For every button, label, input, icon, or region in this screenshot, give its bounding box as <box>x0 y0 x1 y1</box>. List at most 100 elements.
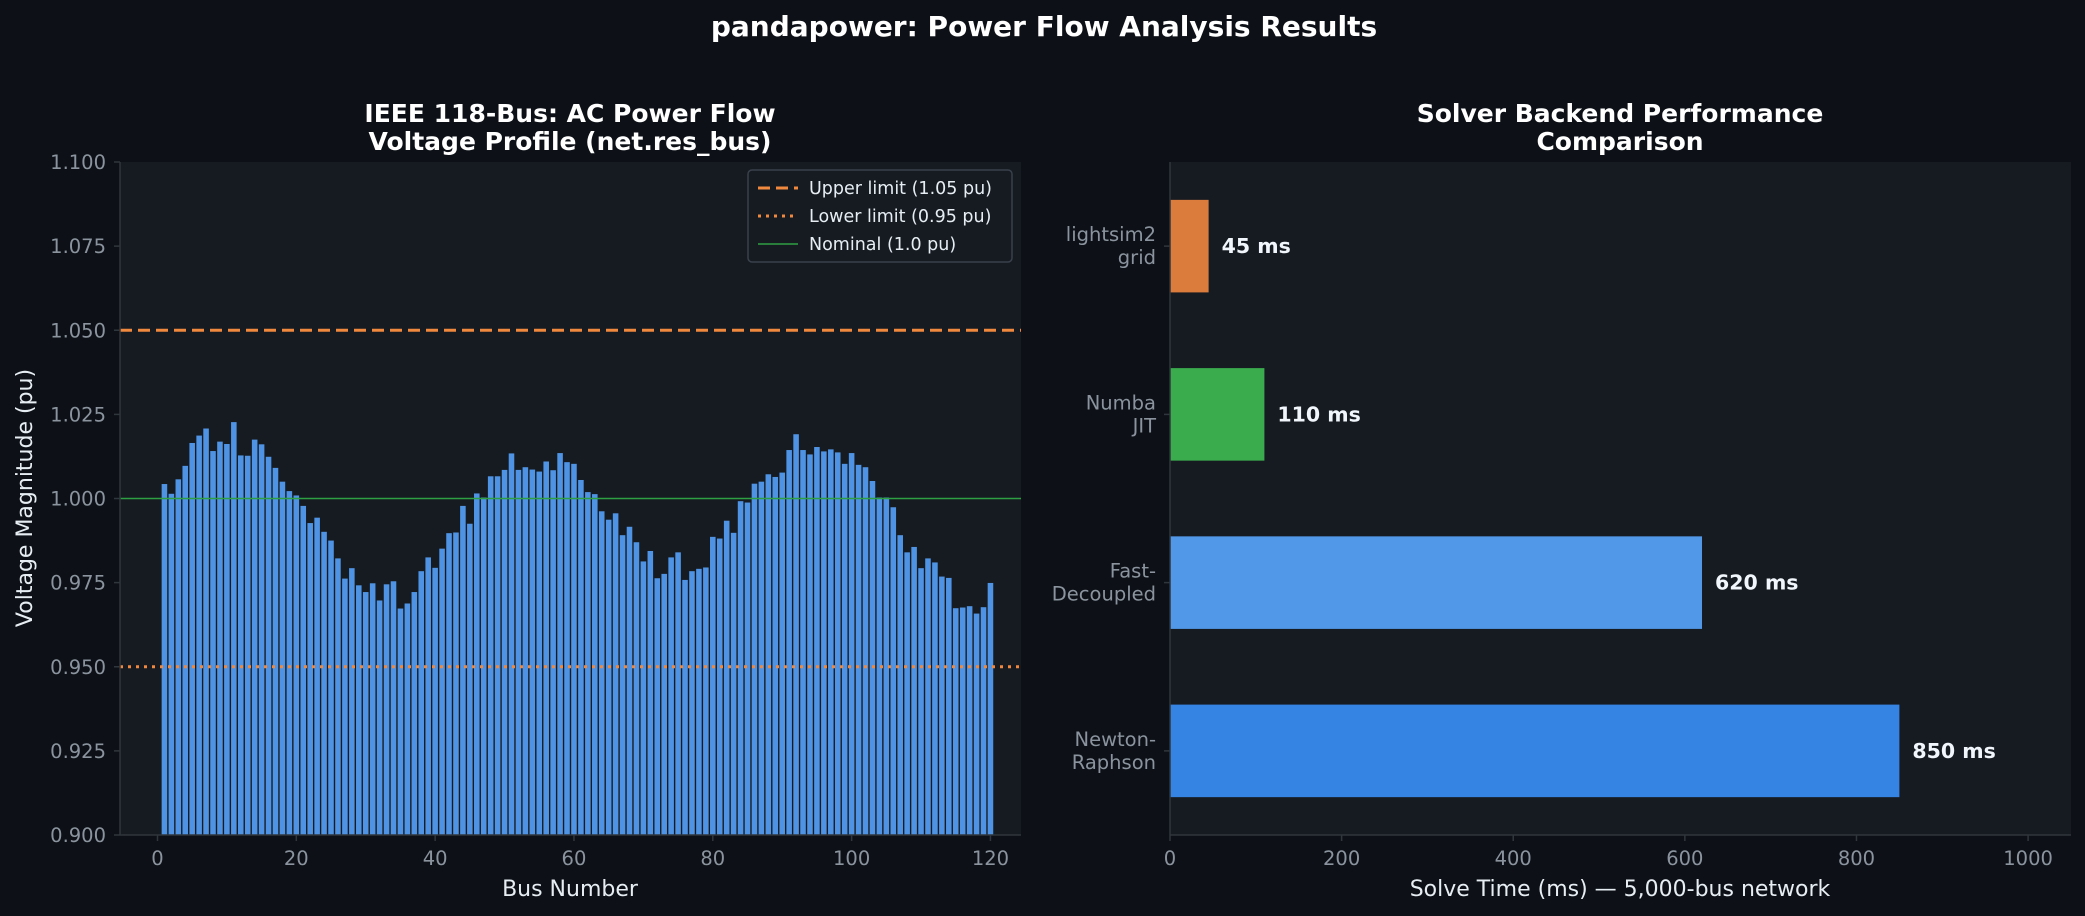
voltage-bar <box>487 476 494 835</box>
voltage-bar <box>474 493 480 835</box>
voltage-bar <box>536 471 543 835</box>
voltage-bar <box>217 441 223 835</box>
voltage-bar <box>598 511 605 835</box>
voltage-x-tick-label: 0 <box>151 847 163 870</box>
voltage-bar <box>543 461 549 835</box>
voltage-axes: 0.900 0.925 0.950 0.975 1.000 1.025 1.050 1.075… <box>50 151 1021 870</box>
voltage-bar <box>862 467 869 835</box>
legend-nominal-label: Nominal (1.0 pu) <box>809 235 956 255</box>
voltage-bar <box>987 582 994 835</box>
voltage-y-tick-label: 1.025 <box>50 403 106 426</box>
solver-x-tick-label: 1000 <box>2003 847 2053 870</box>
voltage-bar <box>258 444 265 835</box>
voltage-x-tick-label: 120 <box>972 847 1009 870</box>
voltage-y-tick-label: 0.975 <box>50 572 106 595</box>
voltage-y-tick-label: 1.075 <box>50 235 106 258</box>
voltage-bar <box>855 464 862 835</box>
voltage-bar <box>321 531 327 835</box>
voltage-bar <box>952 608 959 835</box>
voltage-y-tick-label: 1.100 <box>50 151 106 174</box>
voltage-bar <box>841 463 848 835</box>
voltage-y-tick-label: 0.950 <box>50 656 106 679</box>
voltage-bar <box>161 484 168 835</box>
solver-bars: 850 ms 620 ms 110 ms 45 ms <box>1170 199 1996 798</box>
voltage-bar <box>397 608 404 835</box>
voltage-bar <box>244 455 251 835</box>
voltage-x-tick-label: 60 <box>562 847 587 870</box>
voltage-bar <box>439 548 445 835</box>
voltage-bar <box>550 470 556 835</box>
voltage-bar <box>897 535 903 835</box>
voltage-bar <box>758 481 765 835</box>
voltage-bar <box>515 469 522 835</box>
voltage-bar <box>231 422 237 835</box>
voltage-bar <box>946 577 952 835</box>
solver-category-label: Newton- <box>1074 728 1156 751</box>
solver-x-tick-label: 0 <box>1164 847 1176 870</box>
voltage-x-tick-label: 20 <box>284 847 309 870</box>
voltage-bar <box>605 519 612 835</box>
voltage-bar <box>446 533 452 835</box>
solver-category-label: grid <box>1118 246 1156 269</box>
voltage-bar <box>980 607 987 835</box>
voltage-bar <box>564 462 570 835</box>
voltage-bar <box>508 453 515 835</box>
voltage-bar <box>182 465 189 835</box>
voltage-bar <box>807 454 813 835</box>
solver-bar <box>1170 368 1265 461</box>
voltage-bar <box>730 532 737 835</box>
voltage-bar <box>460 505 466 835</box>
voltage-bar <box>453 532 459 835</box>
voltage-bar <box>654 578 661 835</box>
voltage-bar <box>501 469 508 835</box>
voltage-bar <box>592 494 598 835</box>
solver-performance-chart: Solver Backend Performance Comparison 85… <box>1052 99 2071 902</box>
voltage-bar <box>342 578 348 835</box>
voltage-bar <box>675 552 681 835</box>
voltage-bar <box>612 513 619 835</box>
voltage-bar <box>522 467 529 835</box>
voltage-bar <box>619 535 626 835</box>
solver-x-tick-label: 600 <box>1666 847 1703 870</box>
voltage-bar <box>786 450 792 835</box>
figure-title: pandapower: Power Flow Analysis Results <box>711 10 1377 43</box>
voltage-bar <box>932 562 938 835</box>
voltage-bar <box>869 481 876 835</box>
voltage-bar <box>210 451 216 835</box>
voltage-bar <box>168 493 175 835</box>
voltage-bar <box>369 583 376 835</box>
voltage-bar <box>883 497 890 835</box>
voltage-bar <box>772 476 779 835</box>
voltage-bar <box>411 592 418 835</box>
voltage-bar <box>390 581 397 835</box>
voltage-bar <box>821 451 827 835</box>
voltage-bar <box>432 567 438 835</box>
voltage-bar <box>467 523 473 835</box>
voltage-bar <box>737 501 744 835</box>
voltage-bar <box>834 452 841 835</box>
voltage-bar <box>640 561 647 835</box>
voltage-bar <box>376 600 383 835</box>
voltage-bar <box>661 573 667 835</box>
voltage-bars <box>161 422 994 835</box>
voltage-bar <box>328 540 334 835</box>
voltage-x-tick-label: 100 <box>833 847 870 870</box>
voltage-bar <box>633 542 640 835</box>
voltage-bar <box>876 497 883 835</box>
voltage-bar <box>494 476 501 835</box>
voltage-bar <box>571 463 577 835</box>
voltage-bar <box>529 469 536 835</box>
solver-category-label: Decoupled <box>1052 583 1156 606</box>
voltage-bar <box>647 550 654 835</box>
voltage-bar <box>751 483 758 835</box>
voltage-bar <box>307 523 313 835</box>
voltage-bar <box>918 568 924 835</box>
voltage-bar <box>251 439 258 835</box>
legend-lower-label: Lower limit (0.95 pu) <box>809 207 991 227</box>
solver-x-axis-label: Solve Time (ms) — 5,000-bus network <box>1410 877 1831 902</box>
voltage-bar <box>959 607 966 835</box>
voltage-bar <box>293 495 300 835</box>
solver-category-label: Fast- <box>1110 560 1156 583</box>
